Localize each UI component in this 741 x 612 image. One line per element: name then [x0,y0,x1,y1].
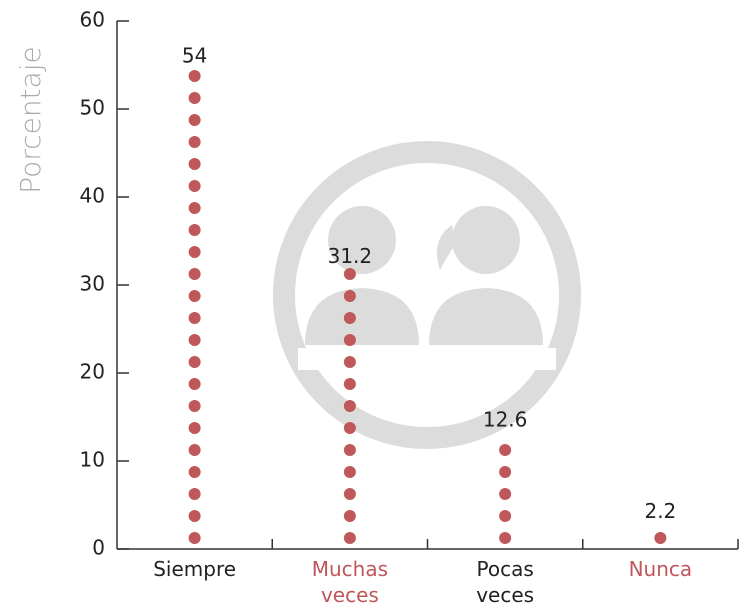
dot-column [499,444,512,544]
dot-column [188,70,201,544]
dot [188,510,201,522]
y-tick-label: 60 [80,8,105,32]
dot [188,246,201,258]
value-label: 31.2 [328,244,373,268]
dot [343,532,356,544]
dot [499,444,512,456]
dot [188,334,201,346]
value-label: 54 [182,43,207,67]
dot [188,180,201,192]
dot [188,136,201,148]
dot [654,532,667,544]
dot [188,422,201,434]
dot [343,510,356,522]
x-tick-label: Nunca [628,557,693,581]
value-label: 12.6 [483,408,528,432]
y-tick-label: 10 [80,448,105,472]
dot [343,268,356,280]
dot-column [654,532,667,544]
dot [188,202,201,214]
dot [343,290,356,302]
dot [343,400,356,412]
dot [499,532,512,544]
dot [188,224,201,236]
dot [188,532,201,544]
value-label: 2.2 [644,499,676,523]
y-axis-label: Porcentaje [14,46,47,193]
dot [188,356,201,368]
dot [343,312,356,324]
dot [188,466,201,478]
dot [343,356,356,368]
dot [188,378,201,390]
dot-column [343,268,356,544]
dot [188,290,201,302]
dot [188,400,201,412]
x-tick-label: Pocas veces [476,557,535,607]
x-tick-label: Muchas veces [311,557,389,607]
dot [343,422,356,434]
dot [188,444,201,456]
dot [188,488,201,500]
dot [188,268,201,280]
y-tick-label: 50 [80,96,105,120]
dot [343,334,356,346]
y-tick-label: 20 [80,360,105,384]
y-tick-label: 30 [80,272,105,296]
dot [188,158,201,170]
dot [499,488,512,500]
watermark [273,141,581,449]
dot [499,466,512,478]
dot [499,510,512,522]
y-tick-label: 0 [92,536,105,560]
dot [188,70,201,82]
dot [343,466,356,478]
y-tick-label: 40 [80,184,105,208]
dot [343,444,356,456]
dot [343,488,356,500]
dot [188,312,201,324]
dot [188,92,201,104]
x-tick-label: Siempre [153,557,237,581]
dot [188,114,201,126]
dot [343,378,356,390]
